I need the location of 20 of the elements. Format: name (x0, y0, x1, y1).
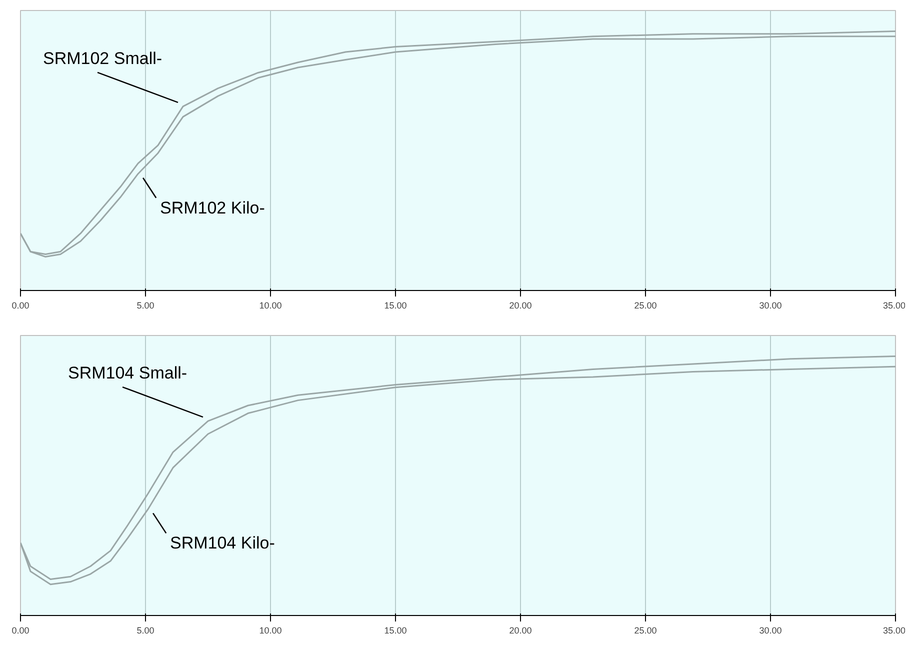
x-tick-label: 0.00 (12, 626, 30, 636)
x-tick-label: 0.00 (12, 300, 30, 310)
x-tick-label: 20.00 (509, 626, 532, 636)
x-tick-label: 5.00 (136, 300, 154, 310)
x-tick-label: 30.00 (759, 626, 782, 636)
x-tick-label: 15.00 (384, 626, 407, 636)
x-tick-label: 10.00 (259, 300, 282, 310)
series-label: SRM102 Kilo- (160, 198, 265, 218)
x-tick-label: 15.00 (384, 300, 407, 310)
x-tick-label: 30.00 (759, 300, 782, 310)
x-tick-label: 5.00 (136, 626, 154, 636)
text: SRM102 Small- (43, 48, 162, 68)
series-label: SRM104 Kilo- (170, 534, 275, 553)
x-tick-label: 20.00 (509, 300, 532, 310)
x-tick-label: 25.00 (634, 300, 657, 310)
x-tick-label: 35.00 (882, 300, 906, 310)
x-tick-label: 10.00 (259, 626, 282, 636)
x-tick-label: 25.00 (634, 626, 657, 636)
x-tick-label: 35.00 (882, 626, 906, 636)
text: SRM104 Small- (68, 364, 188, 383)
